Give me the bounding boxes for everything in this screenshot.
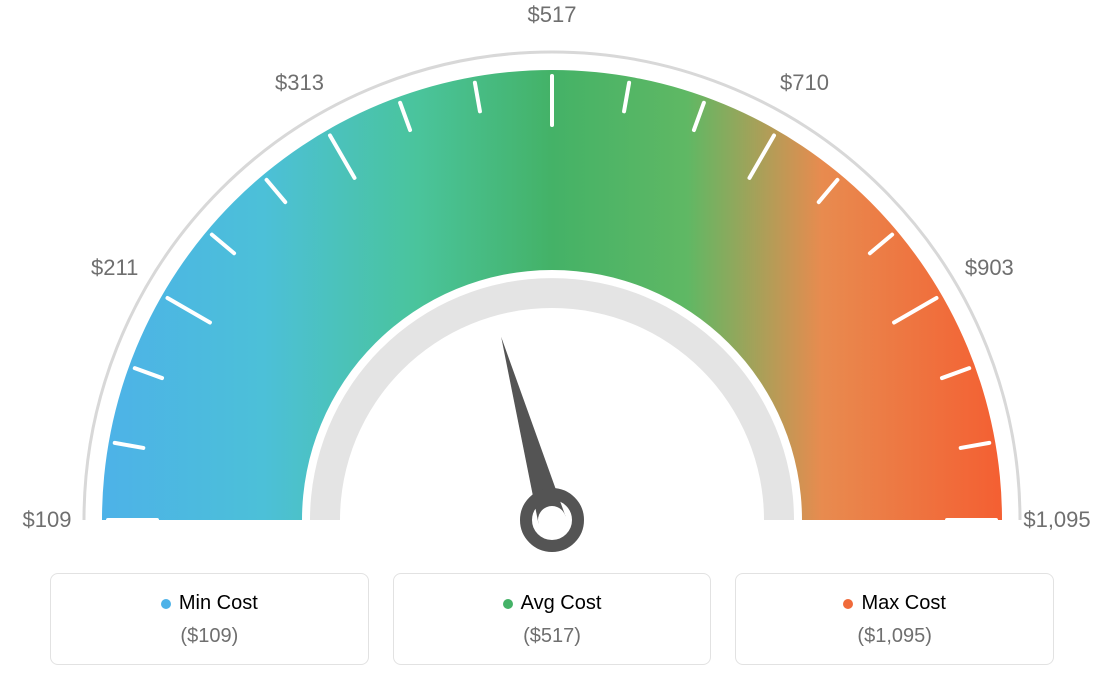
- legend-dot-avg: [503, 599, 513, 609]
- legend-row: Min Cost ($109) Avg Cost ($517) Max Cost…: [50, 573, 1054, 665]
- legend-value-max: ($1,095): [746, 625, 1043, 648]
- gauge-tick-label: $710: [780, 70, 829, 96]
- gauge-tick-label: $313: [275, 70, 324, 96]
- legend-title-max: Max Cost: [843, 592, 945, 615]
- legend-value-avg: ($517): [404, 625, 701, 648]
- legend-card-min: Min Cost ($109): [50, 573, 369, 665]
- gauge-tick-label: $903: [965, 255, 1014, 281]
- legend-title-avg: Avg Cost: [503, 592, 602, 615]
- gauge-tick-label: $1,095: [1023, 507, 1090, 533]
- legend-label-avg: Avg Cost: [521, 592, 602, 615]
- gauge-area: $109 $211 $313 $517 $710 $903 $1,095: [0, 0, 1104, 560]
- gauge-tick-label: $517: [528, 2, 577, 28]
- legend-title-min: Min Cost: [161, 592, 258, 615]
- gauge-tick-label: $109: [23, 507, 72, 533]
- legend-dot-max: [843, 599, 853, 609]
- legend-dot-min: [161, 599, 171, 609]
- legend-card-avg: Avg Cost ($517): [393, 573, 712, 665]
- legend-value-min: ($109): [61, 625, 358, 648]
- legend-label-min: Min Cost: [179, 592, 258, 615]
- legend-label-max: Max Cost: [861, 592, 945, 615]
- cost-gauge-widget: $109 $211 $313 $517 $710 $903 $1,095 Min Cost …: [0, 0, 1104, 690]
- gauge-tick-label: $211: [91, 255, 138, 281]
- legend-card-max: Max Cost ($1,095): [735, 573, 1054, 665]
- gauge-svg: [0, 0, 1104, 560]
